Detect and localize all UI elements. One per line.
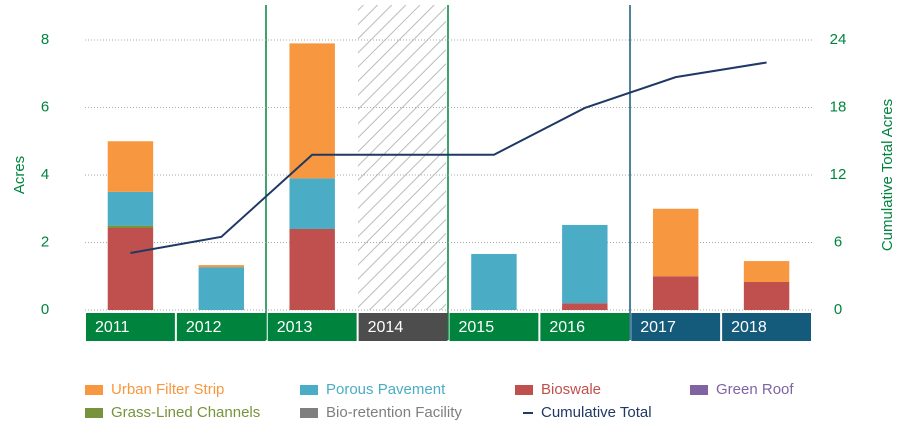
x-tick-label: 2016 <box>549 319 585 336</box>
category-box <box>176 313 266 341</box>
x-tick-label: 2018 <box>731 319 767 336</box>
bar-segment <box>562 303 608 310</box>
bar-segment <box>743 261 790 282</box>
bar-segment <box>107 141 154 192</box>
legend-swatch <box>690 385 708 395</box>
bar-segment <box>107 225 154 228</box>
legend-label: Green Roof <box>716 381 794 398</box>
y-tick-label: 0 <box>41 301 49 318</box>
category-box <box>722 313 811 341</box>
y2-tick-label: 0 <box>834 301 842 318</box>
no-data-hatch <box>358 5 446 310</box>
bar-segment <box>107 191 154 226</box>
legend-label: Cumulative Total <box>541 404 652 421</box>
x-tick-label: 2015 <box>459 319 495 336</box>
legend-label: Grass-Lined Channels <box>111 404 260 421</box>
x-tick-label: 2011 <box>95 319 130 336</box>
x-tick-label: 2014 <box>368 319 404 336</box>
legend-swatch <box>85 408 103 418</box>
y-tick-label: 6 <box>41 98 49 115</box>
legend-swatch <box>300 385 318 395</box>
x-tick-label: 2017 <box>640 319 676 336</box>
bar-segment <box>743 281 790 310</box>
y-axis-label: Acres <box>11 156 28 194</box>
bar-segment <box>198 267 245 310</box>
y2-tick-label: 12 <box>830 166 847 183</box>
legend-label: Bio-retention Facility <box>326 404 462 421</box>
legend-swatch <box>85 385 103 395</box>
category-box <box>631 313 721 341</box>
category-box <box>449 313 539 341</box>
y-tick-label: 2 <box>41 233 49 250</box>
bar-segment <box>562 224 608 304</box>
category-box <box>86 313 175 341</box>
x-tick-label: 2013 <box>277 319 313 336</box>
category-box <box>358 313 448 341</box>
legend-label: Urban Filter Strip <box>111 381 224 398</box>
legend-swatch <box>515 385 533 395</box>
x-tick-label: 2012 <box>186 319 222 336</box>
legend-swatch <box>300 408 318 418</box>
category-box <box>540 313 630 341</box>
y-tick-label: 8 <box>41 31 49 48</box>
y2-tick-label: 24 <box>830 31 847 48</box>
category-box <box>267 313 357 341</box>
bar-segment <box>652 208 699 277</box>
bar-segment <box>198 265 245 268</box>
y2-axis-label: Cumulative Total Acres <box>879 99 896 251</box>
line <box>130 61 767 254</box>
bar-segment <box>107 227 154 310</box>
bar-segment <box>652 276 699 310</box>
y2-tick-label: 6 <box>834 233 842 250</box>
legend-label: Porous Pavement <box>326 381 446 398</box>
legend-label: Bioswale <box>541 381 601 398</box>
y-tick-label: 4 <box>41 166 49 183</box>
y2-tick-label: 18 <box>830 98 847 115</box>
bar-segment <box>471 253 517 310</box>
bar-segment <box>289 43 335 179</box>
bar-segment <box>289 229 335 310</box>
bar-segment <box>289 178 335 229</box>
